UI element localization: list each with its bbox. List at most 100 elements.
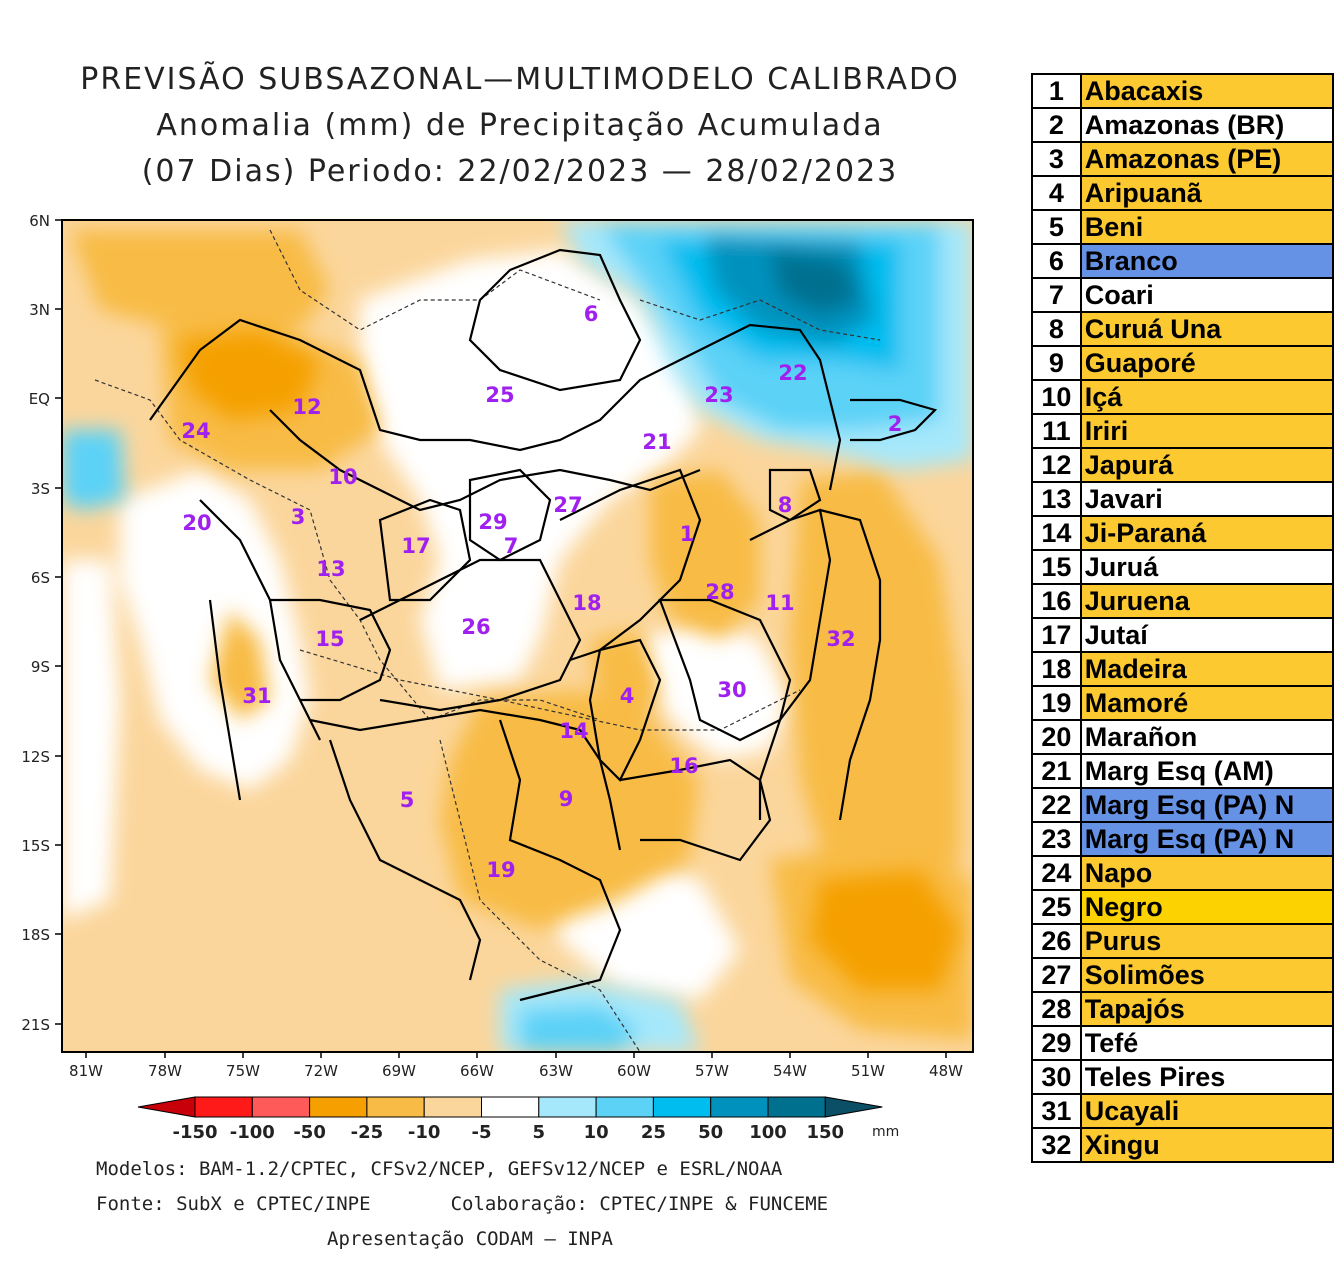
map-title-line-3: (07 Dias) Periodo: 22/02/2023 — 28/02/20… — [141, 154, 899, 189]
basin-row: 15 Juruá — [1031, 549, 1334, 585]
colorbar-unit: mm — [872, 1124, 899, 1140]
basin-marker: 5 — [400, 788, 415, 812]
lat-label: 15S — [21, 837, 50, 855]
colorbar-arrow-high — [824, 1096, 883, 1118]
basin-row: 26 Purus — [1031, 923, 1334, 959]
map-title-line-1: PREVISÃO SUBSAZONAL—MULTIMODELO CALIBRAD… — [80, 62, 960, 97]
basin-marker: 2 — [888, 412, 903, 436]
basin-number: 14 — [1031, 515, 1082, 551]
basin-marker: 17 — [401, 534, 430, 558]
basin-markers: 1234567891011121314151617181920212223242… — [181, 302, 902, 882]
basin-marker: 18 — [572, 591, 601, 615]
colorbar-cell — [251, 1096, 311, 1118]
basin-name: Içá — [1079, 379, 1334, 415]
colorbar-tick-label: 5 — [533, 1122, 546, 1143]
basin-marker: 30 — [717, 678, 746, 702]
basin-row: 32 Xingu — [1031, 1127, 1334, 1163]
basin-number: 13 — [1031, 481, 1082, 517]
basin-number: 1 — [1031, 73, 1082, 109]
basin-row: 9 Guaporé — [1031, 345, 1334, 381]
basin-number: 32 — [1031, 1127, 1082, 1163]
lon-label: 63W — [539, 1062, 573, 1080]
basin-number: 26 — [1031, 923, 1082, 959]
basin-name: Iriri — [1079, 413, 1334, 449]
basin-marker: 12 — [292, 395, 321, 419]
colorbar-cell — [366, 1096, 425, 1118]
lon-label: 54W — [773, 1062, 807, 1080]
map-title-line-2: Anomalia (mm) de Precipitação Acumulada — [156, 108, 884, 143]
lon-label: 81W — [69, 1062, 103, 1080]
lat-label: 18S — [21, 926, 50, 944]
basin-marker: 7 — [504, 534, 519, 558]
basin-row: 7 Coari — [1031, 277, 1334, 313]
basin-row: 12 Japurá — [1031, 447, 1334, 483]
basin-row: 5 Beni — [1031, 209, 1334, 245]
lon-label: 48W — [929, 1062, 963, 1080]
basin-row: 8 Curuá Una — [1031, 311, 1334, 347]
basin-marker: 11 — [765, 591, 794, 615]
credits-presentation: Apresentação CODAM — INPA — [327, 1228, 613, 1250]
colorbar: -150 -100 -50 -25 -10 -5 5 10 25 50 100 150 mm — [137, 1096, 899, 1143]
lon-label: 51W — [851, 1062, 885, 1080]
basin-name: Abacaxis — [1079, 73, 1334, 109]
basin-marker: 32 — [826, 627, 855, 651]
basin-row: 23 Marg Esq (PA) N — [1031, 821, 1334, 857]
basin-name: Xingu — [1079, 1127, 1334, 1163]
basin-marker: 29 — [478, 510, 507, 534]
colorbar-tick-label: -25 — [351, 1122, 384, 1143]
colorbar-tick-label: 25 — [641, 1122, 666, 1143]
basin-row: 21 Marg Esq (AM) — [1031, 753, 1334, 789]
credits-source: Fonte: SubX e CPTEC/INPE Colaboração: CP… — [96, 1193, 829, 1215]
lon-label: 72W — [304, 1062, 338, 1080]
basin-row: 11 Iriri — [1031, 413, 1334, 449]
basin-number: 20 — [1031, 719, 1082, 755]
basin-name: Marg Esq (PA) N — [1079, 787, 1334, 823]
colorbar-cell — [309, 1096, 368, 1118]
basin-number: 17 — [1031, 617, 1082, 653]
basin-row: 19 Mamoré — [1031, 685, 1334, 721]
basin-name: Japurá — [1079, 447, 1334, 483]
lat-label: 21S — [21, 1016, 50, 1034]
field-strong-orange-napo — [180, 330, 320, 420]
basin-name: Madeira — [1079, 651, 1334, 687]
lat-label: 12S — [21, 748, 50, 766]
basin-marker: 3 — [291, 505, 306, 529]
basin-marker: 6 — [584, 302, 599, 326]
lon-label: 69W — [382, 1062, 416, 1080]
basin-row: 31 Ucayali — [1031, 1093, 1334, 1129]
basin-marker: 16 — [669, 754, 698, 778]
basin-name: Amazonas (BR) — [1079, 107, 1334, 143]
basin-row: 1 Abacaxis — [1031, 73, 1334, 109]
basin-number: 24 — [1031, 855, 1082, 891]
basin-row: 4 Aripuanã — [1031, 175, 1334, 211]
lat-label: 9S — [31, 658, 50, 676]
basin-marker: 23 — [704, 383, 733, 407]
colorbar-cell — [710, 1096, 769, 1118]
basin-name: Juruá — [1079, 549, 1334, 585]
colorbar-cell — [538, 1096, 597, 1118]
basin-number: 18 — [1031, 651, 1082, 687]
basin-number: 28 — [1031, 991, 1082, 1027]
colorbar-tick-label: 10 — [584, 1122, 609, 1143]
basin-marker: 24 — [181, 419, 210, 443]
basin-row: 13 Javari — [1031, 481, 1334, 517]
precipitation-anomaly-map: 6N 3N EQ 3S 6S 9S 12S 15S 18S 21S 81W 78W 75W 72W 69W… — [21, 212, 974, 1143]
basin-marker: 9 — [559, 787, 574, 811]
colorbar-tick-label: -50 — [293, 1122, 326, 1143]
basin-name: Amazonas (PE) — [1079, 141, 1334, 177]
basin-number: 22 — [1031, 787, 1082, 823]
basin-row: 27 Solimões — [1031, 957, 1334, 993]
basin-number: 30 — [1031, 1059, 1082, 1095]
lat-label: 3N — [29, 301, 50, 319]
basin-marker: 15 — [315, 627, 344, 651]
basin-name: Ucayali — [1079, 1093, 1334, 1129]
basin-row: 16 Juruena — [1031, 583, 1334, 619]
basin-row: 18 Madeira — [1031, 651, 1334, 687]
basin-boundaries — [149, 248, 938, 1002]
field-blue-west — [62, 430, 125, 510]
basin-name: Ji-Paraná — [1079, 515, 1334, 551]
basin-marker: 14 — [559, 719, 588, 743]
basin-number: 9 — [1031, 345, 1082, 381]
basin-row: 30 Teles Pires — [1031, 1059, 1334, 1095]
field-orange-aripuana — [590, 630, 660, 730]
